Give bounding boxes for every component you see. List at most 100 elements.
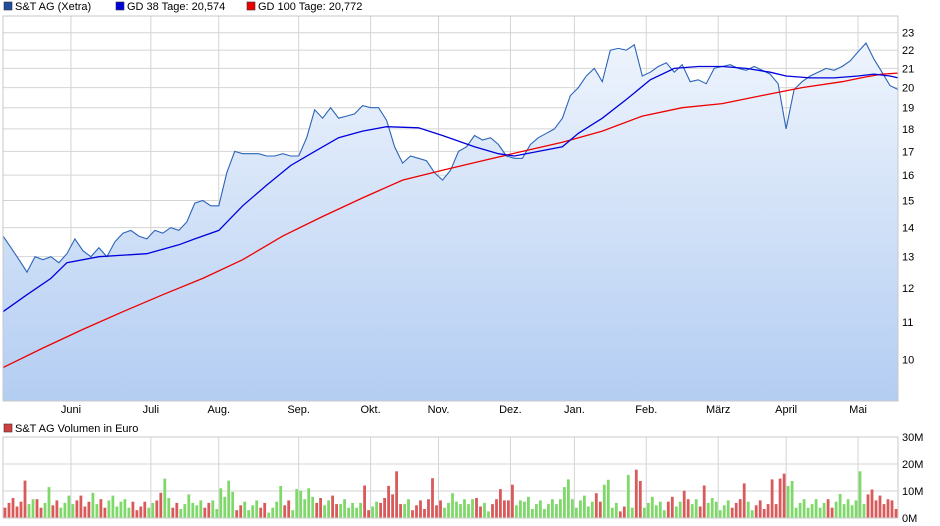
volume-bar xyxy=(586,506,590,518)
volume-bar xyxy=(742,483,746,518)
volume-bar xyxy=(311,496,315,518)
volume-bar xyxy=(247,510,251,518)
legend-label-volume: S&T AG Volumen in Euro xyxy=(15,423,138,435)
volume-bar xyxy=(614,502,618,518)
volume-bar xyxy=(443,507,446,518)
gd100-line xyxy=(2,72,899,369)
volume-bar xyxy=(870,489,874,518)
volume-bar xyxy=(642,507,646,518)
volume-plot-frame xyxy=(2,436,899,519)
volume-bar xyxy=(559,499,562,518)
volume-bar xyxy=(55,500,59,518)
volume-bar xyxy=(471,499,474,518)
volume-bar xyxy=(379,502,382,518)
volume-y-tick-label: 0M xyxy=(902,513,917,525)
volume-bar xyxy=(666,501,670,518)
volume-bar xyxy=(531,509,534,518)
volume-bar xyxy=(654,505,658,518)
volume-bar xyxy=(718,510,722,518)
volume-bar xyxy=(662,510,666,518)
volume-bar xyxy=(107,500,111,518)
volume-bar xyxy=(183,504,187,518)
volume-bar xyxy=(391,494,394,518)
volume-bar xyxy=(343,499,346,518)
volume-bar xyxy=(59,507,63,518)
volume-bar xyxy=(487,511,490,518)
price-y-tick-label: 18 xyxy=(902,124,914,136)
volume-bar xyxy=(571,499,574,518)
volume-bar xyxy=(307,488,311,518)
volume-bar xyxy=(171,507,175,518)
volume-bar xyxy=(227,480,231,518)
volume-bar xyxy=(207,502,211,518)
price-x-tick-label: Sep. xyxy=(287,404,310,416)
price-x-tick-label: März xyxy=(706,404,730,416)
volume-bar xyxy=(159,492,163,518)
volume-bar xyxy=(211,500,215,518)
volume-bar xyxy=(850,505,854,518)
volume-bar xyxy=(271,507,275,518)
price-plot-frame xyxy=(2,15,899,402)
price-y-tick-label: 10 xyxy=(902,355,914,367)
volume-bar xyxy=(866,494,870,518)
volume-y-tick-label: 30M xyxy=(902,432,923,444)
volume-bar xyxy=(83,506,87,518)
volume-bar xyxy=(167,498,171,518)
volume-bar xyxy=(75,500,79,518)
price-x-tick-label: April xyxy=(775,404,797,416)
volume-bar xyxy=(215,509,219,518)
price-x-tick-label: Mai xyxy=(849,404,867,416)
volume-bar xyxy=(634,469,638,518)
volume-bar xyxy=(555,504,558,518)
volume-bar xyxy=(323,505,326,518)
volume-bar xyxy=(351,502,354,518)
volume-bar xyxy=(754,505,758,518)
volume-bar xyxy=(858,471,862,518)
volume-bar xyxy=(702,485,706,518)
volume-bar xyxy=(331,495,334,518)
volume-bar xyxy=(415,505,418,518)
volume-bar xyxy=(874,500,878,518)
volume-legend: S&T AG Volumen in Euro xyxy=(3,423,138,435)
price-x-tick-label: Juni xyxy=(61,404,81,416)
volume-bar xyxy=(774,504,778,518)
volume-bar xyxy=(347,507,350,518)
volume-bar xyxy=(419,500,422,518)
price-y-tick-label: 11 xyxy=(902,317,913,329)
price-y-tick-label: 23 xyxy=(902,28,914,40)
price-x-tick-label: Aug. xyxy=(207,404,230,416)
volume-bar xyxy=(99,499,103,518)
price-y-tick-label: 14 xyxy=(902,223,914,235)
volume-bar xyxy=(830,507,834,518)
volume-bar xyxy=(694,499,698,518)
volume-bar xyxy=(491,504,494,518)
volume-bar xyxy=(670,496,674,518)
legend-swatch-volume xyxy=(3,423,13,433)
volume-bar xyxy=(403,504,406,518)
legend-label-gd100: GD 100 Tage: 20,772 xyxy=(258,1,362,13)
volume-bar xyxy=(395,471,398,518)
volume-bar xyxy=(467,504,470,518)
volume-bar xyxy=(447,502,450,518)
price-y-tick-label: 20 xyxy=(902,83,914,95)
volume-bar xyxy=(387,485,390,518)
price-x-tick-label: Juli xyxy=(143,404,160,416)
volume-bar xyxy=(287,500,291,518)
volume-bar xyxy=(726,500,730,518)
volume-bar xyxy=(515,505,518,518)
volume-bar xyxy=(730,507,734,518)
price-y-tick-label: 21 xyxy=(902,63,914,75)
volume-bar xyxy=(35,499,39,518)
volume-bar xyxy=(802,499,806,518)
price-y-tick-label: 12 xyxy=(902,283,914,295)
volume-bar xyxy=(427,499,430,518)
volume-bar xyxy=(822,502,826,518)
volume-bar xyxy=(435,505,438,518)
volume-bar xyxy=(778,478,782,518)
volume-bar xyxy=(91,492,95,518)
legend-label-price: S&T AG (Xetra) xyxy=(15,1,91,13)
volume-bar xyxy=(219,488,223,518)
volume-bar xyxy=(894,509,898,518)
volume-bar xyxy=(882,504,886,518)
volume-bar xyxy=(119,501,123,518)
